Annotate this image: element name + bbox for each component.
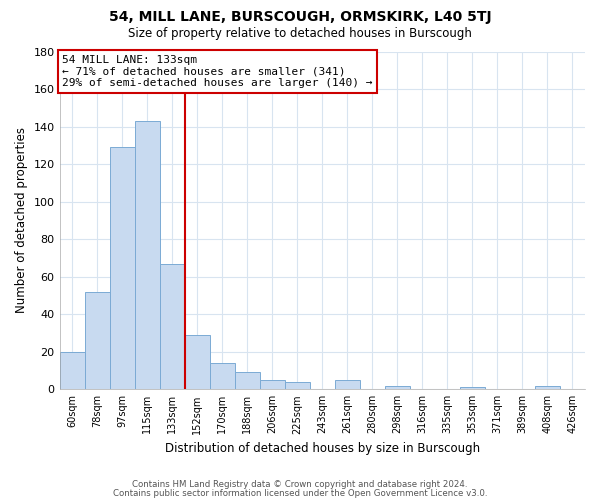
Bar bbox=[59, 352, 85, 390]
Text: Size of property relative to detached houses in Burscough: Size of property relative to detached ho… bbox=[128, 28, 472, 40]
Bar bbox=[110, 147, 134, 390]
Bar bbox=[185, 335, 209, 390]
Bar bbox=[335, 380, 360, 390]
Bar bbox=[260, 380, 285, 390]
Bar bbox=[160, 264, 185, 390]
Bar bbox=[285, 382, 310, 390]
X-axis label: Distribution of detached houses by size in Burscough: Distribution of detached houses by size … bbox=[165, 442, 480, 455]
Text: Contains HM Land Registry data © Crown copyright and database right 2024.: Contains HM Land Registry data © Crown c… bbox=[132, 480, 468, 489]
Bar bbox=[385, 386, 410, 390]
Text: Contains public sector information licensed under the Open Government Licence v3: Contains public sector information licen… bbox=[113, 488, 487, 498]
Bar bbox=[134, 121, 160, 390]
Text: 54, MILL LANE, BURSCOUGH, ORMSKIRK, L40 5TJ: 54, MILL LANE, BURSCOUGH, ORMSKIRK, L40 … bbox=[109, 10, 491, 24]
Y-axis label: Number of detached properties: Number of detached properties bbox=[15, 128, 28, 314]
Text: 54 MILL LANE: 133sqm
← 71% of detached houses are smaller (341)
29% of semi-deta: 54 MILL LANE: 133sqm ← 71% of detached h… bbox=[62, 55, 373, 88]
Bar bbox=[85, 292, 110, 390]
Bar bbox=[235, 372, 260, 390]
Bar bbox=[460, 388, 485, 390]
Bar bbox=[209, 363, 235, 390]
Bar bbox=[535, 386, 560, 390]
